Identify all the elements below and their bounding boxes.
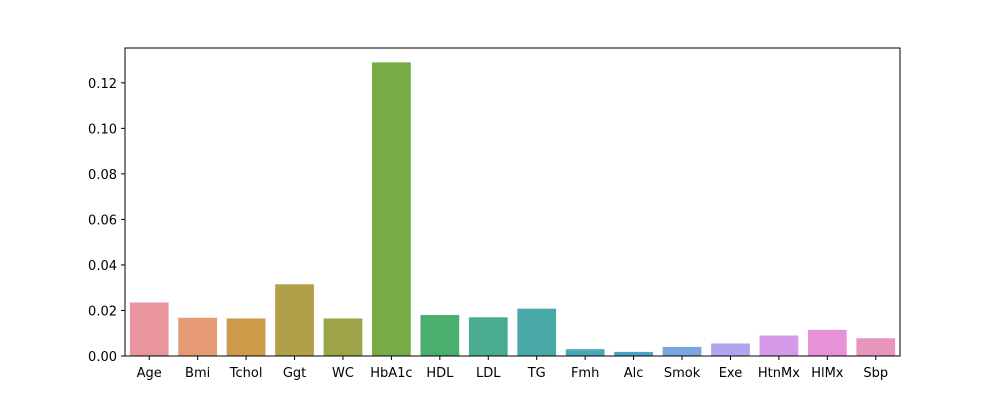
bar-bmi xyxy=(178,317,218,356)
bar-exe xyxy=(711,343,750,356)
x-tick-label: HbA1c xyxy=(370,366,412,381)
x-tick-label: TG xyxy=(527,366,546,381)
plot-frame xyxy=(124,47,901,357)
x-tick-label: WC xyxy=(332,366,354,381)
y-axis: 0.00 0.02 0.04 0.06 0.08 0.10 0.12 xyxy=(88,77,125,365)
x-tick-label: Ggt xyxy=(283,366,306,381)
y-tick-label: 0.00 xyxy=(88,350,117,365)
y-tick-label: 0.10 xyxy=(88,122,117,137)
x-tick-label: Tchol xyxy=(229,366,263,381)
bar-hba1c xyxy=(372,62,411,357)
x-tick-label: LDL xyxy=(476,366,501,381)
bar-smok xyxy=(662,346,702,356)
bar-tchol xyxy=(226,318,266,356)
bar-wc xyxy=(323,318,363,356)
bar-tg xyxy=(517,308,557,356)
y-tick-label: 0.02 xyxy=(88,304,117,319)
bar-age xyxy=(129,302,169,356)
x-tick-label: Smok xyxy=(664,366,701,381)
x-tick-label: Fmh xyxy=(571,366,599,381)
bar-htnmx xyxy=(759,335,799,356)
bar-ldl xyxy=(468,317,508,356)
bar-hlmx xyxy=(807,329,847,356)
x-tick-label: Alc xyxy=(624,366,644,381)
y-tick-label: 0.04 xyxy=(88,259,117,274)
bar-sbp xyxy=(856,338,896,356)
y-tick-label: 0.12 xyxy=(88,77,117,92)
x-tick-label: Bmi xyxy=(185,366,210,381)
x-tick-label: HlMx xyxy=(811,366,844,381)
x-tick-label: HtnMx xyxy=(758,366,800,381)
bar-fmh xyxy=(565,349,605,356)
x-tick-label: HDL xyxy=(426,366,454,381)
bar-hdl xyxy=(420,315,460,356)
x-tick-label: Age xyxy=(137,366,162,381)
x-tick-label: Sbp xyxy=(863,366,888,381)
y-tick-label: 0.06 xyxy=(88,213,117,228)
y-tick-label: 0.08 xyxy=(88,168,117,183)
x-tick-label: Exe xyxy=(719,366,743,381)
bar-ggt xyxy=(275,284,314,356)
bars-group xyxy=(129,62,896,357)
bar-alc xyxy=(614,351,653,356)
x-axis: Age Bmi Tchol Ggt WC HbA1c HDL LDL TG Fmh Alc Smok E… xyxy=(137,356,888,381)
